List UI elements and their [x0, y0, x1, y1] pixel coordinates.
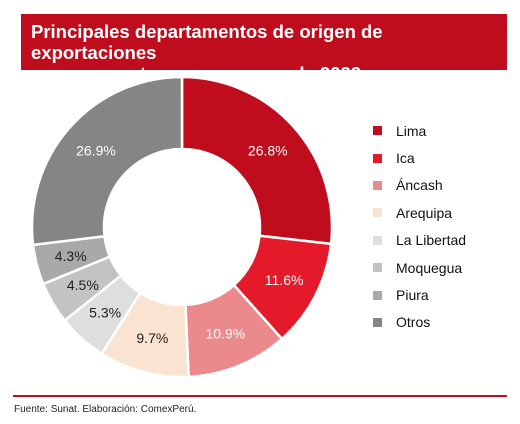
legend-item-áncash: Áncash [373, 172, 466, 199]
legend-item-moquegua: Moquegua [373, 254, 466, 281]
donut-slice-lima [180, 75, 334, 246]
data-label-ica: 11.6% [265, 272, 304, 288]
legend-label: Moquegua [396, 259, 463, 276]
legend-swatch [373, 153, 382, 163]
chart-legend: Lima Ica Áncash Arequipa La Libertad Moquegua… [373, 117, 466, 336]
legend-label: Lima [396, 122, 427, 139]
legend-label: Áncash [396, 177, 443, 194]
data-label-la-libertad: 5.3% [89, 305, 121, 321]
legend-swatch [373, 126, 382, 136]
legend-swatch [373, 235, 382, 245]
legend-swatch [373, 290, 382, 300]
legend-label: La Libertad [396, 232, 467, 249]
source-note: Fuente: Sunat. Elaboración: ComexPerú. [14, 404, 197, 415]
legend-item-arequipa: Arequipa [373, 199, 466, 226]
legend-label: Otros [396, 314, 431, 331]
legend-swatch [373, 263, 382, 273]
legend-swatch [373, 180, 382, 190]
donut-slice-otros [30, 75, 184, 247]
data-label-arequipa: 9.7% [136, 330, 168, 346]
chart-title-line-2: peruanas entre enero y mayo de 2022 [31, 63, 362, 84]
chart-title-line-1: Principales departamentos de origen de e… [31, 21, 383, 63]
legend-item-ica: Ica [373, 144, 466, 171]
legend-item-piura: Piura [373, 281, 466, 308]
legend-item-lima: Lima [373, 117, 466, 144]
legend-swatch [373, 208, 382, 218]
legend-label: Arequipa [396, 204, 453, 221]
legend-swatch [373, 317, 382, 327]
footer-divider [13, 395, 507, 397]
data-label-piura: 4.3% [55, 248, 87, 264]
data-label-moquegua: 4.5% [67, 277, 99, 293]
legend-item-la-libertad: La Libertad [373, 227, 466, 254]
legend-label: Piura [396, 287, 429, 304]
chart-title-banner: Principales departamentos de origen de e… [21, 14, 507, 84]
data-label-áncash: 10.9% [205, 326, 245, 342]
data-label-lima: 26.8% [248, 142, 288, 158]
data-label-otros: 26.9% [76, 143, 116, 159]
legend-item-otros: Otros [373, 309, 466, 336]
legend-label: Ica [396, 150, 415, 167]
